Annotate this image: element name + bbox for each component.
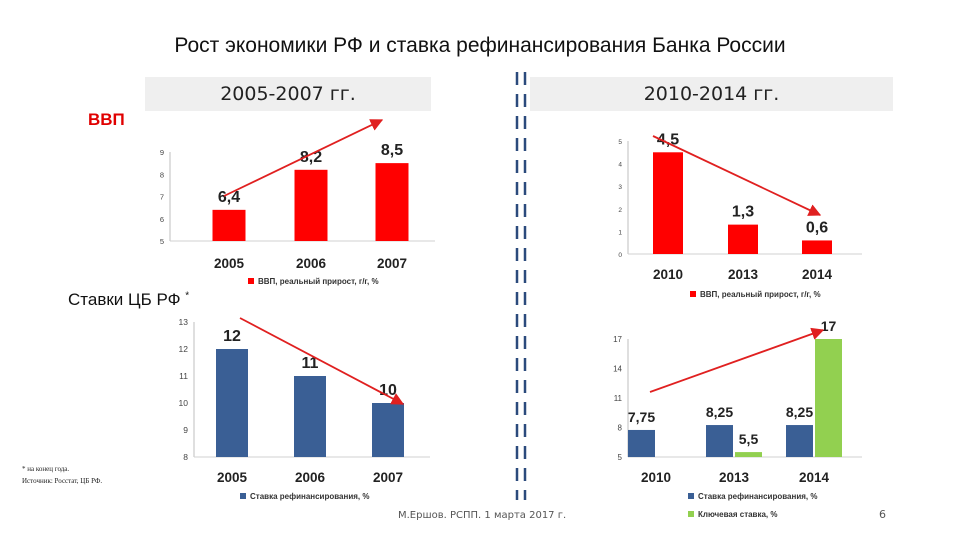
- rates-2005-2007-value-label: 11: [302, 355, 319, 372]
- rates-2010-2014-category-label: 2013: [719, 470, 750, 485]
- rates-2005-2007-value-label: 12: [223, 328, 241, 345]
- rates-2005-2007-category-label: 2006: [295, 470, 326, 485]
- footnote-1: * на конец года.: [22, 465, 70, 473]
- rates-2005-2007-ytick-label: 8: [183, 452, 188, 462]
- rates-2005-2007-ytick-label: 10: [179, 398, 189, 408]
- footer-text: М.Ершов. РСПП. 1 марта 2017 г.: [398, 510, 567, 521]
- rates-2005-2007-ytick-label: 13: [179, 317, 189, 327]
- rates-2010-2014-bar: [735, 452, 762, 457]
- gdp-2005-2007-category-label: 2007: [377, 256, 407, 271]
- rates-2005-2007-bar: [216, 349, 248, 457]
- charts-root: 5 6 7 8 9 6,4 8,2 8,5 2005 2006 2007 ВВП, реальный …: [160, 119, 862, 519]
- footnote-2: Источник: Росстат, ЦБ РФ.: [22, 477, 103, 485]
- gdp-2005-2007-bar: [212, 209, 246, 241]
- gdp-2010-2014-bar: [653, 152, 683, 254]
- rates-2010-2014-ytick-label: 17: [613, 335, 622, 344]
- rates-2010-2014-value-label: 8,25: [786, 404, 813, 420]
- rates-2010-2014-bar: [815, 339, 842, 457]
- rates-2010-2014-legend-swatch: [688, 493, 694, 499]
- gdp-2005-2007-ytick-label: 6: [160, 215, 164, 224]
- gdp-2010-2014-bar: [802, 240, 832, 254]
- gdp-2005-2007-category-label: 2006: [296, 256, 327, 271]
- gdp-2010-2014-value-label: 1,3: [732, 204, 754, 221]
- rates-2005-2007-ytick-label: 12: [179, 344, 189, 354]
- gdp-2005-2007-ytick-label: 7: [160, 193, 164, 202]
- rates-section-label: Ставки ЦБ РФ *: [68, 290, 189, 310]
- gdp-2010-2014-trend-arrow: [652, 135, 822, 216]
- gdp-2010-2014-legend-swatch: [690, 291, 696, 297]
- rates-2005-2007-trend-arrow: [239, 317, 405, 405]
- rates-2010-2014-category-label: 2010: [641, 470, 671, 485]
- rates-2010-2014-bar: [786, 425, 813, 457]
- rates-2010-2014-ytick-label: 11: [614, 394, 623, 403]
- rates-2010-2014-value-label: 8,25: [706, 404, 733, 420]
- rates-2010-2014-value-label: 5,5: [739, 431, 759, 447]
- rates-2010-2014-bar: [706, 425, 733, 457]
- period-band-left: 2005-2007 гг.: [145, 77, 431, 111]
- rates-2005-2007-category-label: 2005: [217, 470, 248, 485]
- period-right-label: 2010-2014 гг.: [643, 83, 780, 105]
- period-left-label: 2005-2007 гг.: [220, 83, 356, 105]
- rates-2010-2014-ytick-label: 14: [613, 365, 622, 374]
- gdp-section-label: ВВП: [88, 110, 125, 129]
- rates-2005-2007-category-label: 2007: [373, 470, 403, 485]
- rates-2010-2014-trend-arrow: [649, 327, 825, 393]
- gdp-2010-2014-ytick-label: 2: [618, 207, 622, 214]
- rates-2005-2007-legend-swatch: [240, 493, 246, 499]
- gdp-2005-2007-bar: [294, 169, 328, 241]
- rates-2005-2007-legend-label: Ставка рефинансирования, %: [250, 492, 369, 501]
- gdp-2010-2014-category-label: 2014: [802, 267, 833, 282]
- gdp-2005-2007-ytick-label: 8: [160, 170, 164, 179]
- gdp-2010-2014-value-label: 4,5: [657, 131, 679, 148]
- rates-2010-2014-legend-swatch: [688, 511, 694, 517]
- gdp-2010-2014-legend-label: ВВП, реальный прирост, г/г, %: [700, 290, 821, 299]
- rates-2010-2014-ytick-label: 5: [618, 453, 623, 462]
- rates-2010-2014-category-label: 2014: [799, 470, 830, 485]
- gdp-2005-2007-legend-label: ВВП, реальный прирост, г/г, %: [258, 277, 379, 286]
- rates-section-text: Ставки ЦБ РФ: [68, 290, 181, 309]
- gdp-2010-2014-ytick-label: 4: [618, 162, 622, 169]
- gdp-2005-2007-value-label: 8,2: [300, 149, 322, 166]
- rates-2010-2014-legend-label: Ставка рефинансирования, %: [698, 492, 817, 501]
- gdp-2010-2014-ytick-label: 5: [618, 139, 622, 146]
- gdp-2005-2007-ytick-label: 5: [160, 237, 164, 246]
- gdp-2010-2014-ytick-label: 3: [618, 184, 622, 191]
- gdp-2010-2014-category-label: 2010: [653, 267, 683, 282]
- gdp-2005-2007-bar: [375, 163, 409, 241]
- page-number: 6: [879, 508, 886, 521]
- rates-2010-2014-legend-label: Ключевая ставка, %: [698, 510, 777, 519]
- rates-2005-2007-ytick-label: 9: [183, 425, 188, 435]
- gdp-2010-2014-value-label: 0,6: [806, 219, 828, 236]
- rates-2005-2007-bar: [372, 403, 404, 457]
- period-band-right: 2010-2014 гг.: [530, 77, 893, 111]
- gdp-2010-2014-ytick-label: 1: [618, 229, 622, 236]
- page-title: Рост экономики РФ и ставка рефинансирова…: [174, 34, 786, 57]
- gdp-2005-2007-category-label: 2005: [214, 256, 245, 271]
- rates-2005-2007-bar: [294, 376, 326, 457]
- rates-2010-2014-bar: [628, 429, 655, 457]
- gdp-2005-2007-value-label: 6,4: [218, 189, 240, 206]
- gdp-2010-2014-category-label: 2013: [728, 267, 759, 282]
- gdp-2010-2014-bar: [728, 224, 758, 254]
- rates-2010-2014-value-label: 17: [821, 318, 837, 334]
- gdp-2005-2007-trend-arrow: [223, 119, 384, 197]
- gdp-2005-2007-legend-swatch: [248, 278, 254, 284]
- gdp-2010-2014-ytick-label: 0: [618, 252, 622, 259]
- rates-2010-2014-ytick-label: 8: [618, 424, 623, 433]
- gdp-2005-2007-value-label: 8,5: [381, 142, 403, 159]
- rates-2010-2014-value-label: 7,75: [628, 409, 655, 425]
- rates-section-mark: *: [185, 290, 190, 302]
- rates-2005-2007-ytick-label: 11: [179, 371, 188, 381]
- gdp-2005-2007-ytick-label: 9: [160, 148, 164, 157]
